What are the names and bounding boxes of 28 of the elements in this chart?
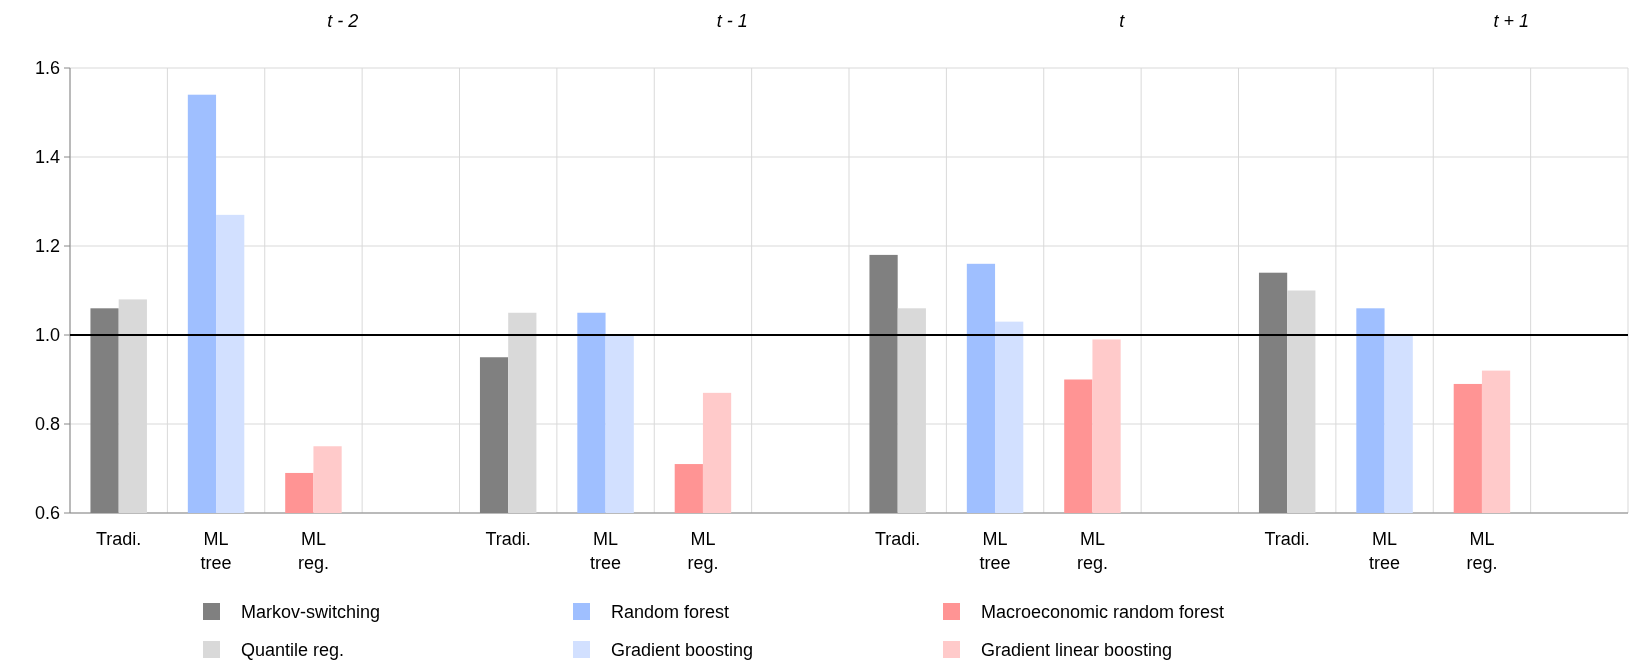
- x-tick-label: ML reg.: [297, 529, 329, 573]
- legend-label: Gradient linear boosting: [981, 640, 1173, 661]
- y-tick-label: 1.6: [34, 58, 60, 79]
- y-tick-label: 0.8: [34, 414, 60, 435]
- text: t - 1: [716, 11, 748, 31]
- y-tick-label: 1.0: [34, 325, 60, 346]
- legend-label: Quantile reg.: [241, 640, 345, 661]
- text: t + 1: [1493, 11, 1529, 31]
- x-tick-label: ML tree: [1369, 529, 1401, 573]
- y-tick-label: 0.6: [34, 503, 60, 524]
- legend-label: Gradient boosting: [611, 640, 754, 661]
- y-tick-label: 1.4: [34, 147, 60, 168]
- x-tick-label: ML reg.: [687, 529, 719, 573]
- x-tick-label: Tradi.: [96, 529, 142, 549]
- x-tick-label: Tradi.: [485, 529, 531, 549]
- x-tick-label: Tradi.: [875, 529, 921, 549]
- y-tick-label: 1.2: [34, 236, 60, 257]
- x-tick-label: ML tree: [590, 529, 622, 573]
- x-tick-label: Tradi.: [1264, 529, 1310, 549]
- legend-label: Macroeconomic random forest: [981, 602, 1225, 623]
- x-tick-label: ML reg.: [1076, 529, 1108, 573]
- text: t - 2: [327, 11, 359, 31]
- x-tick-label: ML tree: [979, 529, 1011, 573]
- legend-label: Markov-switching: [241, 602, 381, 623]
- text: t: [1119, 11, 1126, 31]
- x-tick-label: ML tree: [200, 529, 232, 573]
- legend-label: Random forest: [611, 602, 730, 623]
- x-tick-label: ML reg.: [1466, 529, 1498, 573]
